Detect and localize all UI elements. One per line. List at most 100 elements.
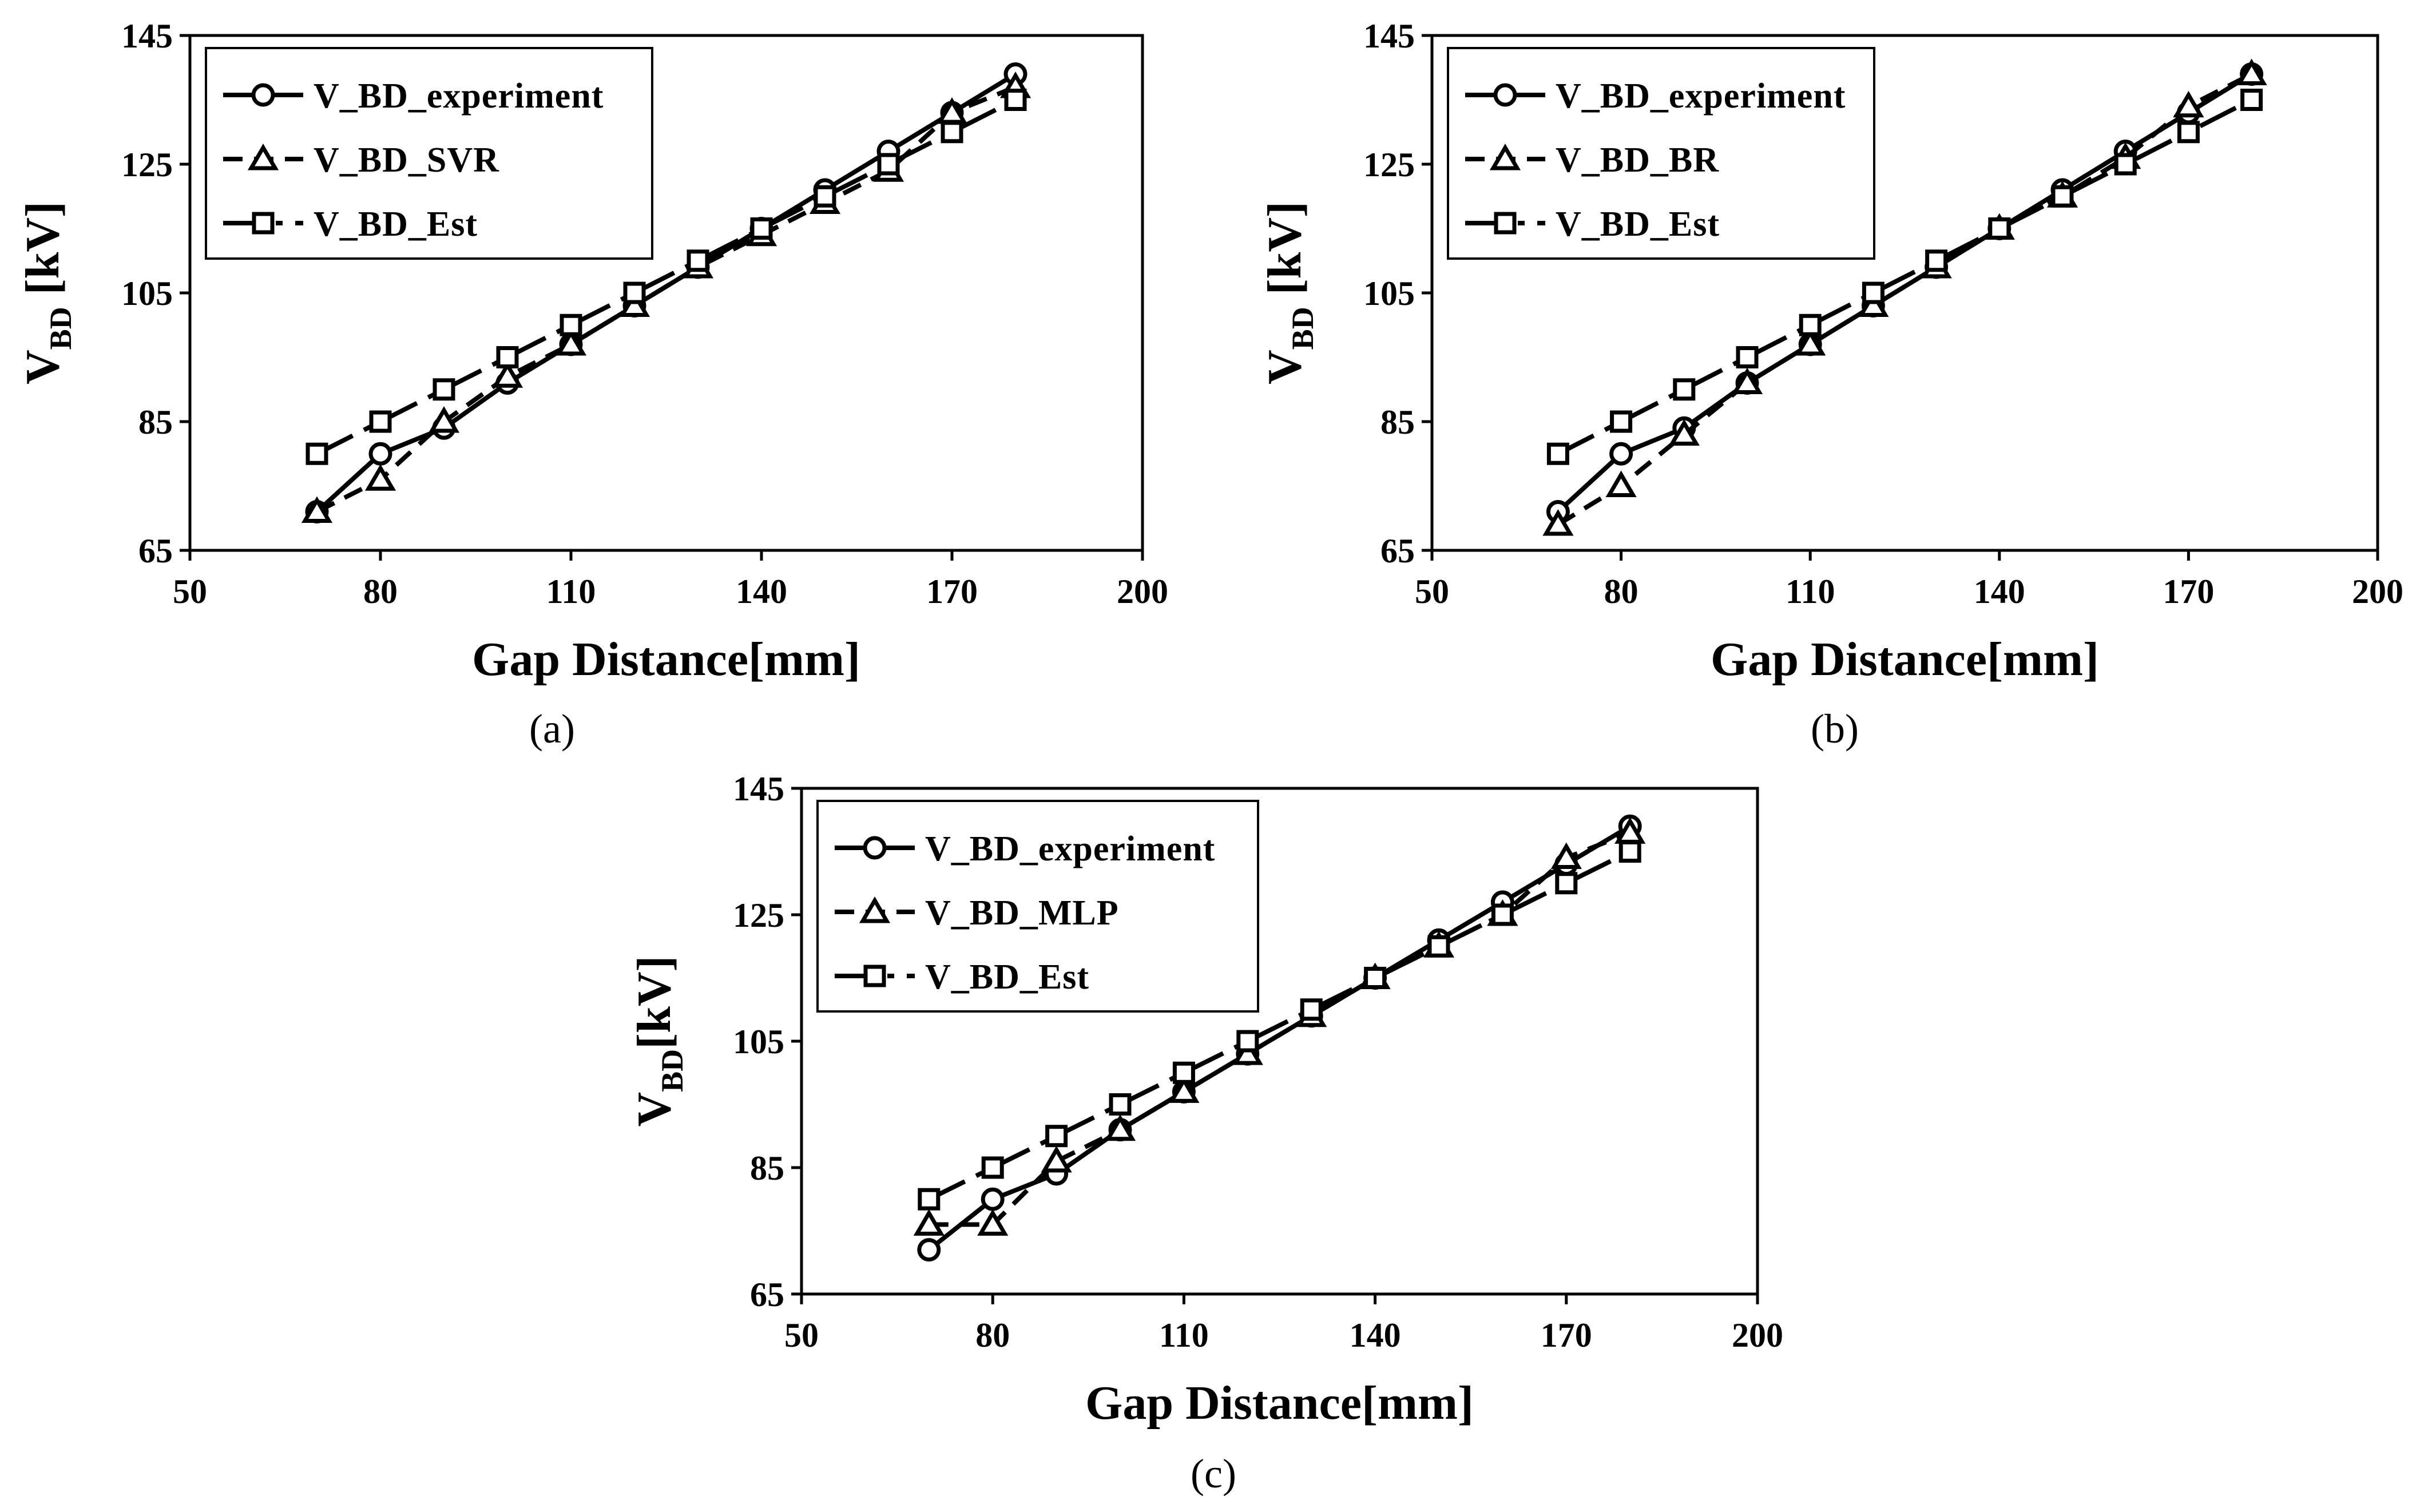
x-tick-label: 80 [975, 1316, 1010, 1354]
data-point-square [560, 313, 582, 336]
data-point-triangle [1168, 1076, 1200, 1103]
data-point-triangle [1542, 509, 1574, 536]
data-point-square [1610, 410, 1633, 433]
y-tick-label: 85 [138, 403, 173, 441]
data-point-square [1988, 217, 2011, 240]
data-point-triangle [301, 496, 333, 523]
legend-marker-square [252, 212, 275, 235]
chart-panel-c: 65 85 105 125 145 50 80 110 140 170 200 Gap Distanc… [628, 770, 1783, 1497]
x-tick-label: 170 [926, 573, 978, 610]
x-axis-label: Gap Distance[mm] [1085, 1376, 1474, 1430]
data-point-circle [1609, 442, 1633, 466]
legend-marker-circle [251, 83, 275, 107]
legend-marker-square [863, 965, 886, 987]
x-tick-label: 50 [173, 573, 207, 610]
chart-panel-b: 65 85 105 125 145 50 80 110 140 170 200 Gap Distanc… [1258, 17, 2403, 752]
y-tick-label: 125 [121, 146, 173, 184]
x-tick-label: 200 [1117, 573, 1168, 610]
y-axis-label: VBD[kV] [628, 955, 689, 1126]
data-point-square [1673, 378, 1696, 401]
data-point-triangle [1550, 842, 1582, 870]
y-tick-label: 105 [733, 1023, 784, 1061]
legend: V_BD_experiment V_BD_BR V_BD_Est [1447, 47, 1875, 260]
legend-label: V_BD_BR [1556, 141, 1719, 180]
data-point-square [2114, 153, 2137, 176]
data-point-square [1109, 1093, 1132, 1116]
data-point-triangle [1858, 290, 1889, 317]
y-tick-label: 65 [750, 1276, 784, 1313]
data-point-square [306, 442, 328, 465]
data-point-triangle [491, 361, 523, 388]
series-V_BD_Est [1546, 89, 2263, 465]
x-tick-label: 140 [736, 573, 787, 610]
data-point-triangle [1605, 470, 1637, 497]
legend-marker-square [1494, 212, 1517, 235]
x-tick-label: 110 [1159, 1316, 1209, 1354]
legend-label: V_BD_Est [1556, 205, 1720, 244]
y-tick-label: 105 [121, 275, 173, 312]
legend-label: V_BD_SVR [314, 141, 499, 180]
x-tick-label: 110 [546, 573, 596, 610]
data-point-square [1236, 1030, 1259, 1053]
data-point-triangle [1731, 367, 1763, 394]
x-tick-label: 140 [1350, 1316, 1401, 1354]
data-point-square [750, 217, 773, 240]
data-point-triangle [364, 464, 396, 491]
data-point-square [1555, 872, 1578, 895]
legend-label: V_BD_Est [314, 205, 478, 244]
data-point-square [1045, 1125, 1068, 1148]
panel-caption: (b) [1811, 706, 1859, 752]
legend-label: V_BD_experiment [925, 830, 1215, 868]
data-point-square [941, 121, 963, 144]
x-tick-label: 200 [1732, 1316, 1783, 1354]
x-axis-label: Gap Distance[mm] [472, 633, 860, 686]
data-point-triangle [2236, 58, 2267, 85]
y-tick-label: 85 [750, 1149, 784, 1187]
data-point-triangle [1795, 329, 1826, 356]
data-point-triangle [428, 406, 460, 433]
legend-label: V_BD_experiment [314, 77, 604, 116]
data-point-square [1491, 903, 1514, 926]
data-point-square [1799, 313, 1822, 336]
y-tick-label: 65 [1380, 532, 1415, 570]
data-point-triangle [977, 1209, 1009, 1236]
data-point-circle [981, 1187, 1005, 1211]
x-tick-label: 50 [1415, 573, 1449, 610]
x-tick-label: 170 [2163, 573, 2214, 610]
data-point-square [1736, 346, 1759, 368]
data-point-square [2177, 121, 2200, 144]
legend-marker-circle [863, 836, 887, 860]
data-point-triangle [1041, 1146, 1072, 1173]
x-axis-label: Gap Distance[mm] [1711, 633, 2099, 686]
chart-panel-a: 65 85 105 125 145 50 80 110 140 170 200 Gap Distanc… [16, 17, 1168, 752]
data-point-square [369, 410, 392, 433]
data-point-triangle [2173, 90, 2204, 118]
data-point-square [1427, 935, 1450, 958]
data-point-square [1546, 442, 1569, 465]
x-tick-label: 200 [2352, 573, 2403, 610]
legend-label: V_BD_experiment [1556, 77, 1846, 116]
data-point-triangle [1668, 419, 1700, 446]
y-axis-label: VBD [kV] [16, 201, 78, 384]
series-V_BD_Est [918, 840, 1641, 1211]
legend-marker-circle [1493, 83, 1517, 107]
data-point-square [1925, 249, 1948, 272]
y-tick-label: 125 [1363, 146, 1415, 184]
data-point-square [433, 378, 455, 401]
data-point-triangle [555, 329, 587, 356]
data-point-square [1300, 998, 1323, 1021]
legend-marker-triangle [1489, 144, 1521, 170]
data-point-square [1364, 967, 1387, 989]
data-point-square [981, 1156, 1004, 1179]
legend-marker-triangle [247, 144, 279, 170]
data-point-square [1004, 89, 1027, 111]
data-point-triangle [1232, 1038, 1263, 1065]
x-tick-label: 140 [1974, 573, 2025, 610]
data-point-triangle [913, 1209, 945, 1236]
legend: V_BD_experiment V_BD_SVR V_BD_Est [205, 47, 653, 260]
data-point-square [877, 153, 900, 176]
data-point-square [496, 346, 519, 368]
y-axis-label: VBD [kV] [1258, 201, 1320, 384]
legend: V_BD_experiment V_BD_MLP V_BD_Est [816, 800, 1259, 1013]
legend-marker-triangle [859, 896, 891, 923]
